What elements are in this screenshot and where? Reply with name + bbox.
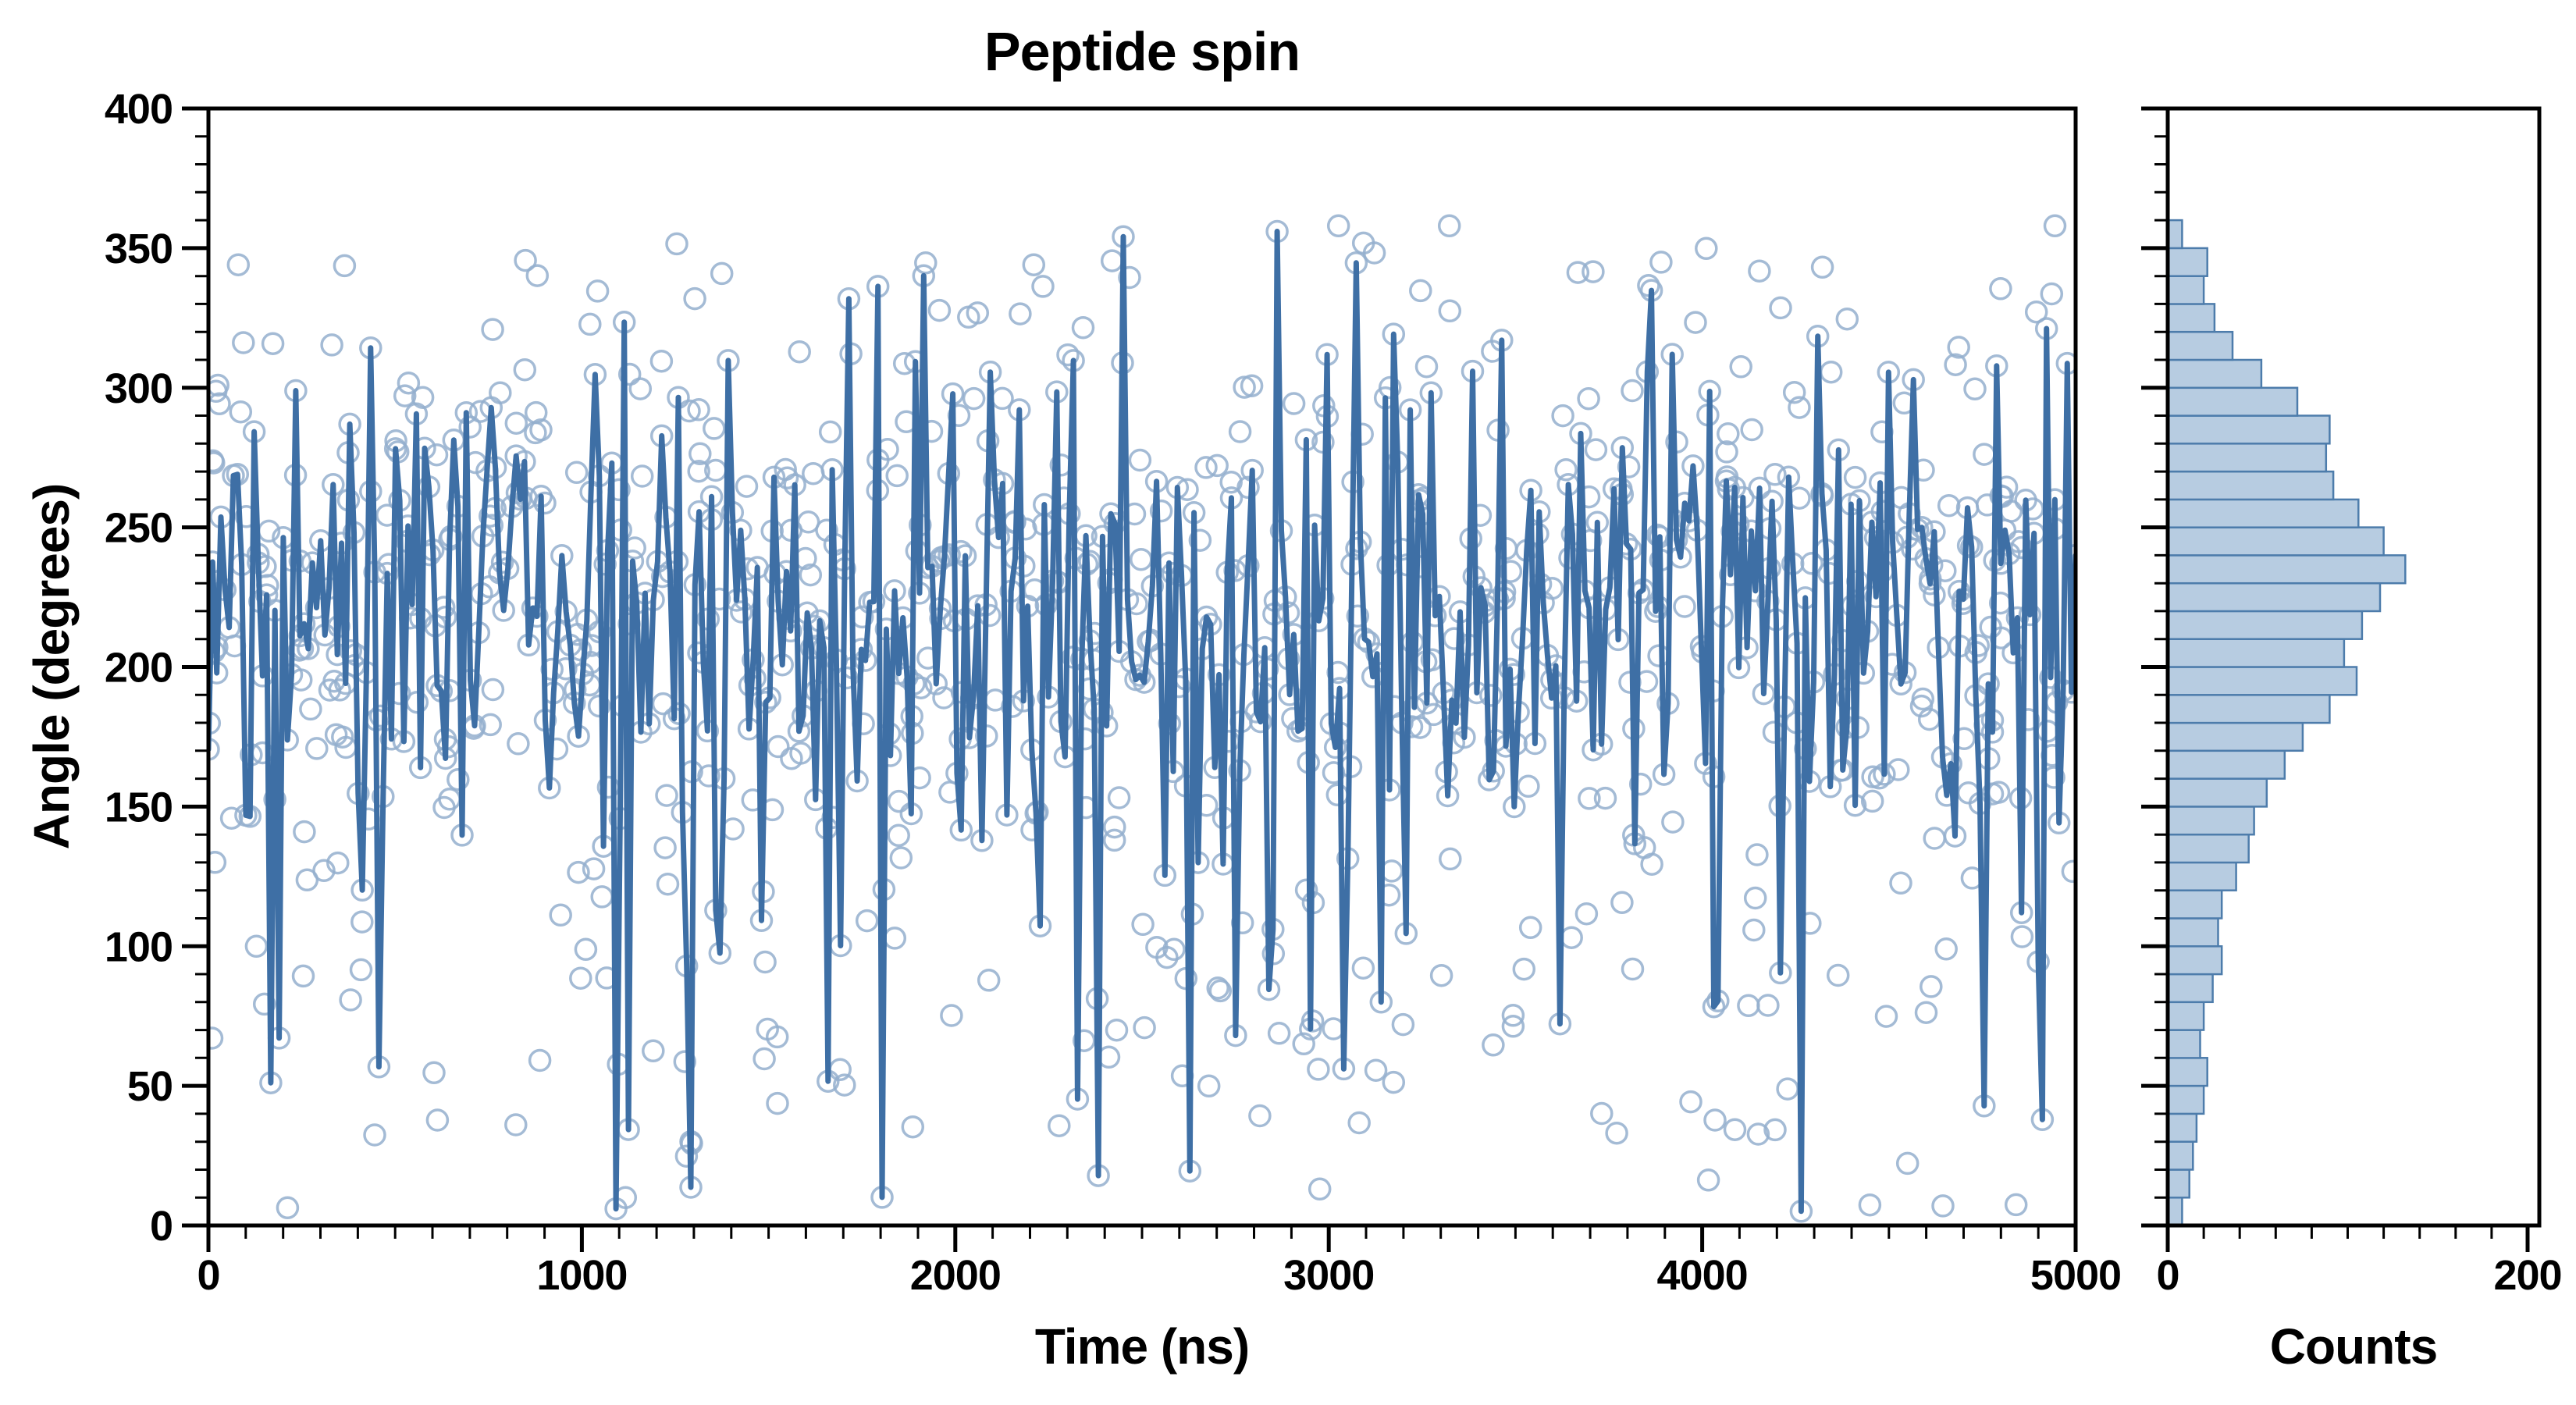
timeseries-line: [208, 229, 2076, 1215]
svg-text:1000: 1000: [536, 1252, 627, 1299]
x-axis-label-marginal: Counts: [2269, 1318, 2438, 1375]
svg-text:3000: 3000: [1283, 1252, 1374, 1299]
chart-title: Peptide spin: [984, 21, 1300, 82]
svg-text:300: 300: [105, 365, 173, 412]
svg-text:2000: 2000: [910, 1252, 1001, 1299]
svg-text:400: 400: [105, 86, 173, 133]
svg-text:150: 150: [105, 784, 173, 831]
svg-text:250: 250: [105, 505, 173, 552]
marginal-plot-border: [2165, 106, 2542, 1228]
svg-text:100: 100: [105, 923, 173, 970]
marginal-major-ticks: [2141, 106, 2530, 1252]
histogram-bars: [2168, 219, 2407, 1225]
svg-text:350: 350: [105, 226, 173, 272]
main-plot-border: [206, 106, 2078, 1228]
main-major-ticks: [182, 106, 2078, 1252]
svg-text:5000: 5000: [2030, 1252, 2121, 1299]
main-plot: 0 1000 2000 3000 4000 5000 0 50 100 150 200 250 300…: [105, 86, 2122, 1299]
svg-text:200: 200: [2493, 1252, 2561, 1299]
main-ytick-labels: 0 50 100 150 200 250 300 350 400: [105, 86, 173, 1250]
main-xtick-labels: 0 1000 2000 3000 4000 5000: [197, 1252, 2122, 1299]
x-axis-label-main: Time (ns): [1034, 1318, 1250, 1375]
svg-text:200: 200: [105, 645, 173, 692]
svg-text:0: 0: [150, 1203, 173, 1250]
svg-text:4000: 4000: [1657, 1252, 1748, 1299]
svg-text:0: 0: [197, 1252, 219, 1299]
marginal-plot: 0 200: [2141, 106, 2563, 1299]
marginal-xtick-labels: 0 200: [2156, 1252, 2562, 1299]
svg-text:50: 50: [127, 1063, 173, 1110]
y-axis-label: Angle (degrees): [23, 483, 80, 850]
marginal-minor-ticks: [2154, 135, 2493, 1239]
main-minor-ticks: [195, 135, 2040, 1239]
svg-text:0: 0: [2156, 1252, 2179, 1299]
